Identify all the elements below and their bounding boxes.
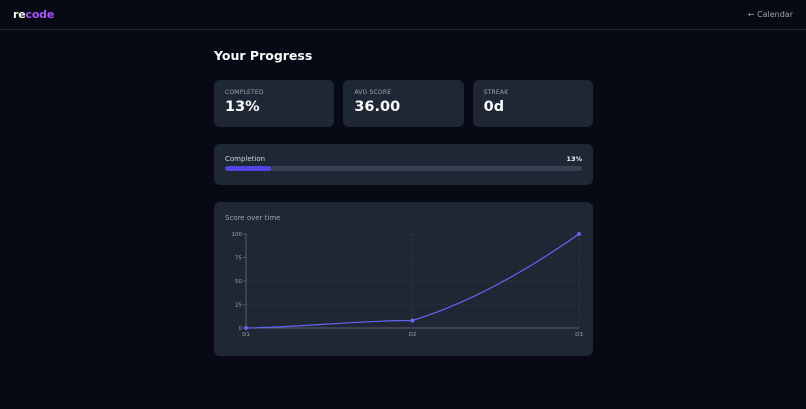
stat-card-avg-score: AVG SCORE 36.00: [343, 80, 464, 127]
stat-card-streak: STREAK 0d: [472, 80, 593, 127]
top-nav: recode ← Calendar: [0, 0, 806, 30]
y-tick-label: 75: [235, 256, 242, 262]
data-point[interactable]: [244, 326, 248, 330]
data-point[interactable]: [410, 318, 415, 323]
completion-percent: 13%: [566, 155, 582, 163]
x-tick-label: D3: [575, 332, 583, 338]
score-line-chart: 0 25 50 75 100 D1 D2 D3: [232, 232, 583, 338]
stat-card-completed: COMPLETED 13%: [214, 80, 335, 127]
page-title: Your Progress: [214, 48, 313, 63]
stat-value: 36.00: [354, 99, 401, 115]
logo-part-code: code: [25, 8, 55, 21]
y-tick-label: 50: [235, 279, 242, 285]
y-tick-label: 0: [239, 326, 243, 332]
main-content: Your Progress COMPLETED 13% AVG SCORE 36…: [214, 30, 593, 356]
data-point[interactable]: [577, 232, 581, 236]
stat-value: 13%: [225, 99, 260, 115]
logo-part-re: re: [13, 8, 26, 21]
progress-fill: [225, 166, 272, 171]
chart-title: Score over time: [225, 214, 281, 222]
stat-label: STREAK: [483, 89, 509, 96]
x-tick-label: D2: [409, 332, 417, 338]
stat-value: 0d: [483, 99, 505, 115]
stats-row: COMPLETED 13% AVG SCORE 36.00 STREAK 0d: [214, 80, 593, 127]
x-tick-label: D1: [242, 332, 250, 338]
y-tick-label: 25: [235, 303, 242, 309]
completion-label: Completion: [225, 155, 266, 163]
progress-track: [225, 166, 582, 171]
score-chart-card: Score over time 0 25 50 75 100 D1 D2 D3: [214, 202, 593, 356]
logo[interactable]: recode: [13, 8, 54, 21]
stat-label: COMPLETED: [225, 89, 264, 96]
stat-label: AVG SCORE: [354, 89, 392, 96]
completion-card: Completion 13%: [214, 144, 593, 185]
y-tick-label: 100: [232, 232, 243, 238]
back-to-calendar-link[interactable]: ← Calendar: [747, 10, 793, 19]
